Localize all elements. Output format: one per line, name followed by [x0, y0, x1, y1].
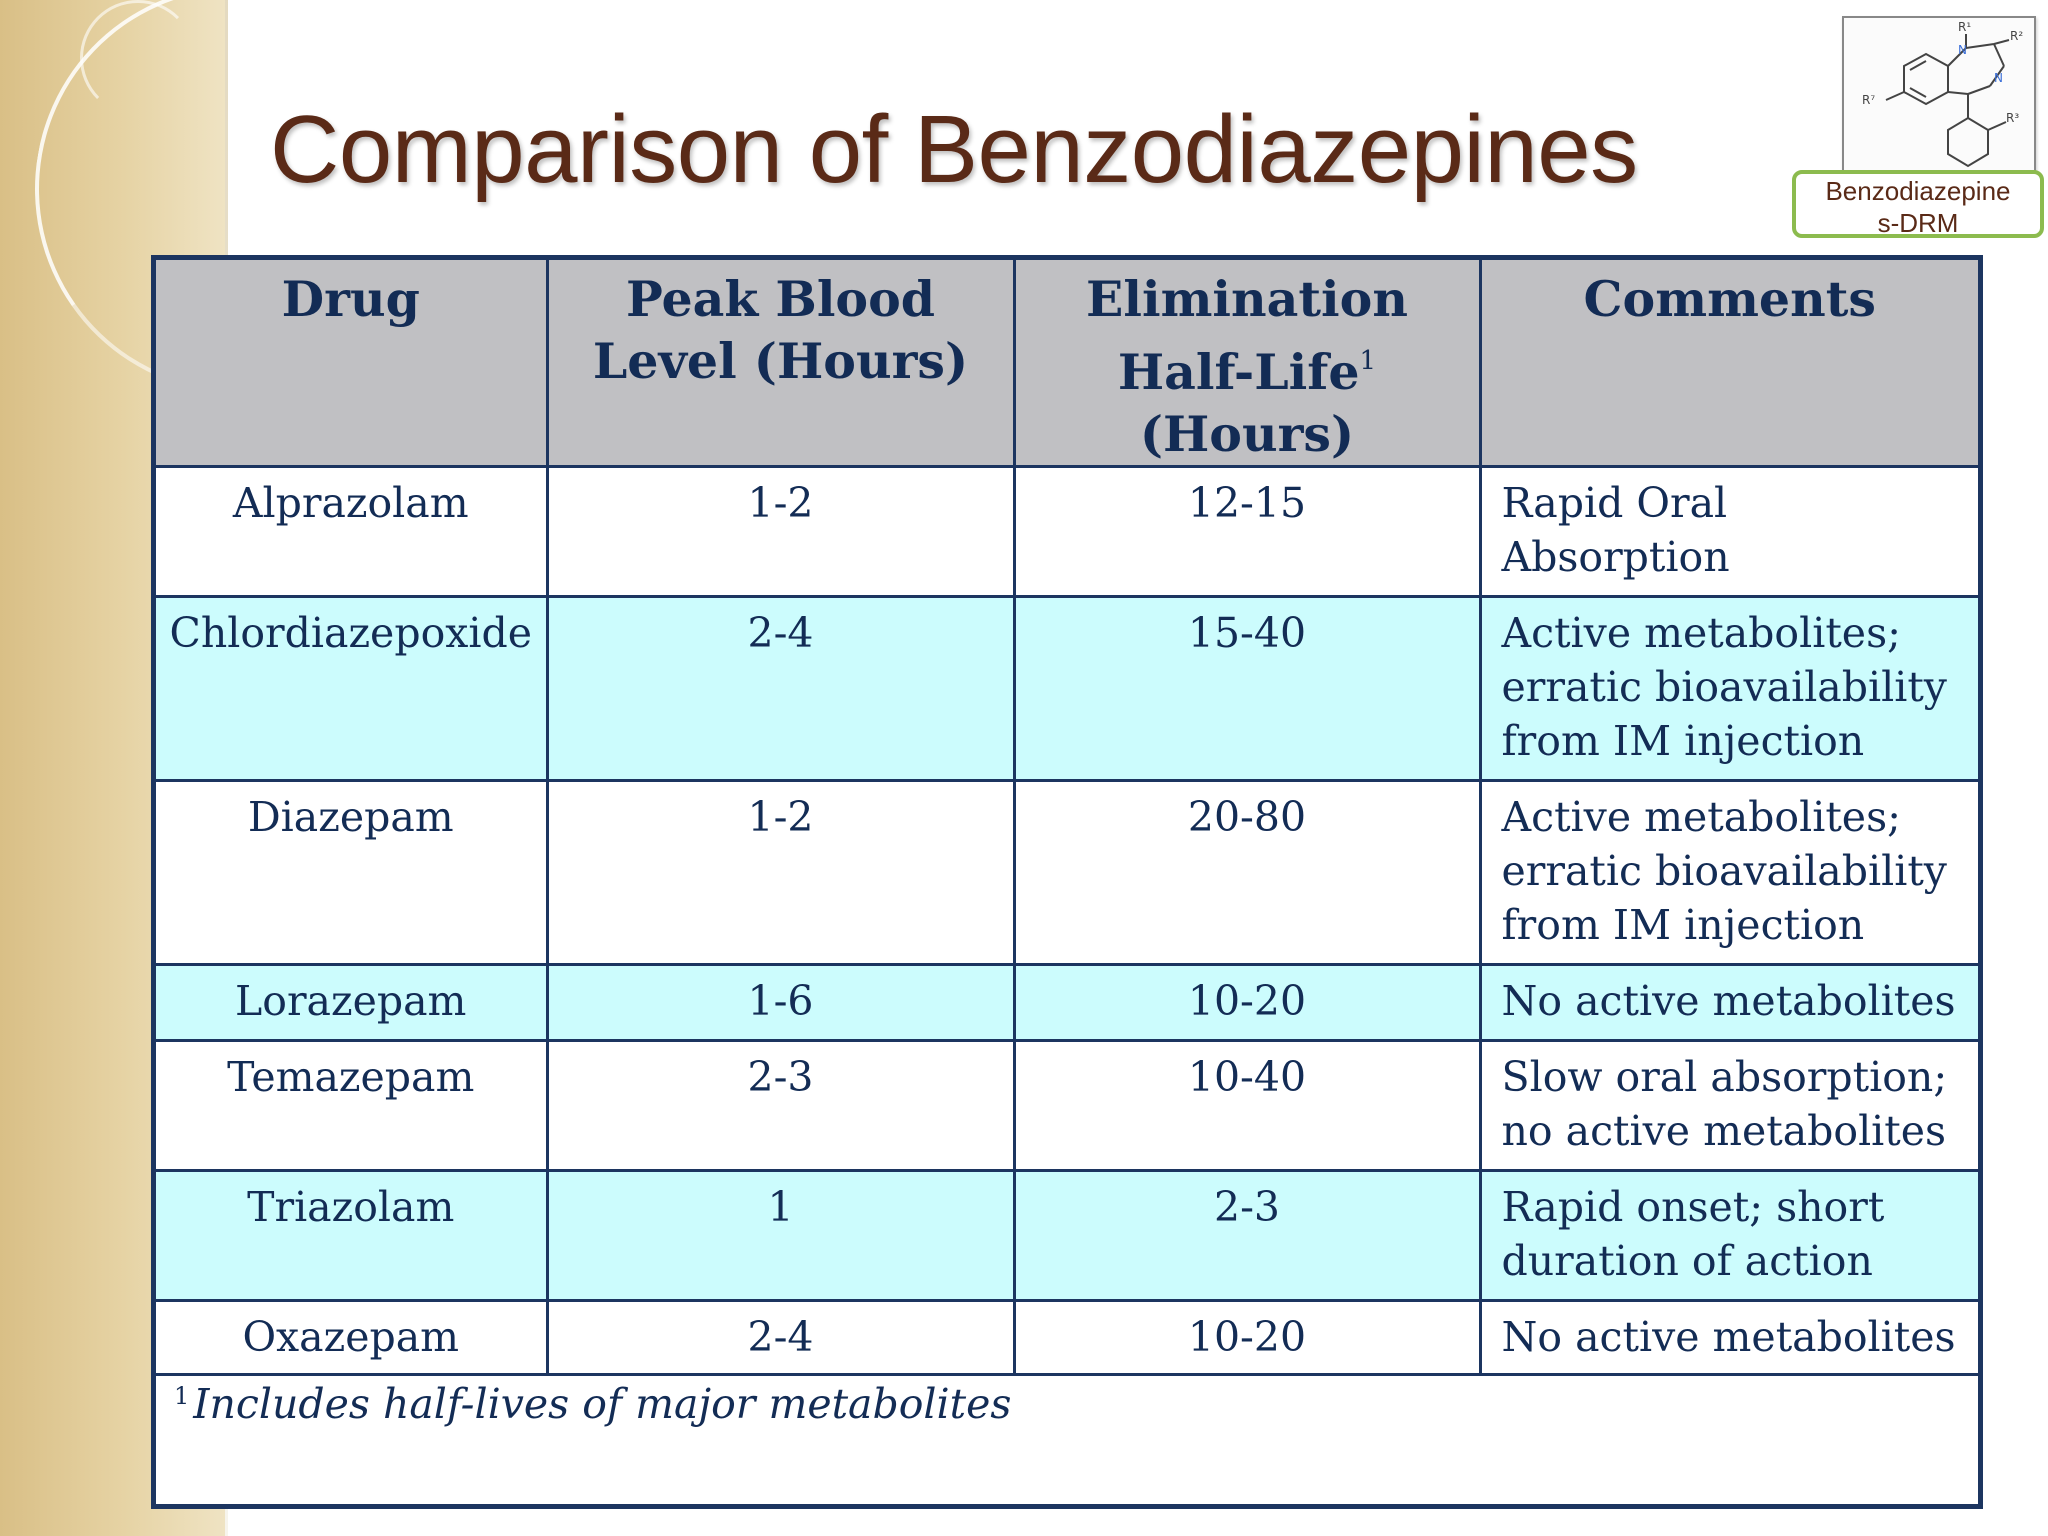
comment-line: No active metabolites	[1501, 1313, 1956, 1361]
cell-peak: 1-2	[545, 465, 1016, 598]
header-line: Comments	[1583, 270, 1876, 328]
cell-drug: Triazolam	[156, 1169, 549, 1302]
comment-line: Active metabolites;	[1501, 793, 1901, 841]
structure-caption-line: Benzodiazepine	[1825, 176, 2011, 206]
header-line: (Hours)	[1139, 405, 1355, 463]
cell-drug: Alprazolam	[156, 465, 549, 598]
cell-peak: 2-4	[545, 595, 1016, 782]
table-row: Temazepam 2-3 10-40 Slow oral absorption…	[156, 1039, 1978, 1172]
comment-line: Active metabolites;	[1501, 609, 1901, 657]
comment-line: from IM injection	[1501, 901, 1865, 949]
cell-drug: Diazepam	[156, 779, 549, 966]
comment-line: erratic bioavailability	[1501, 663, 1947, 711]
cell-half-life: 10-20	[1012, 963, 1482, 1042]
cell-half-life: 10-20	[1012, 1299, 1482, 1376]
cell-drug: Lorazepam	[156, 963, 549, 1042]
comment-line: Rapid Oral	[1501, 479, 1728, 527]
header-line: Half-Life1	[1016, 330, 1479, 403]
footnote-marker: 1	[174, 1382, 190, 1410]
cell-peak: 2-4	[545, 1299, 1016, 1376]
atom-r1: R¹	[1958, 20, 1971, 34]
cell-peak: 2-3	[545, 1039, 1016, 1172]
header-line: Elimination	[1086, 270, 1408, 328]
atom-r3: R³	[2006, 111, 2019, 125]
header-line: Drug	[281, 270, 420, 328]
table-header-row: Drug Peak Blood Level (Hours) Eliminatio…	[156, 260, 1978, 468]
table-row: Alprazolam 1-2 12-15 Rapid Oral Absorpti…	[156, 465, 1978, 598]
benzodiazepine-comparison-table: Drug Peak Blood Level (Hours) Eliminatio…	[151, 255, 1983, 1509]
cell-half-life: 12-15	[1012, 465, 1482, 598]
table-footnote: 1Includes half-lives of major metabolite…	[174, 1380, 1011, 1428]
cell-drug: Oxazepam	[156, 1299, 549, 1376]
cell-drug: Chlordiazepoxide	[156, 595, 549, 782]
header-line-text: Half-Life	[1117, 343, 1360, 401]
header-elimination-half-life: Elimination Half-Life1 (Hours)	[1012, 260, 1482, 468]
cell-half-life: 10-40	[1012, 1039, 1482, 1172]
cell-comments: Active metabolites; erratic bioavailabil…	[1478, 779, 1978, 966]
decorative-arc-small	[80, 0, 196, 116]
benzodiazepine-structure-image: R¹ R² N N R⁷ R³	[1842, 16, 2036, 188]
atom-n1: N	[1958, 43, 1967, 57]
molecule-diagram: R¹ R² N N R⁷ R³	[1862, 20, 2023, 168]
table-row: Triazolam 1 2-3 Rapid onset; short durat…	[156, 1169, 1978, 1302]
cell-peak: 1	[545, 1169, 1016, 1302]
comment-line: from IM injection	[1501, 717, 1865, 765]
comment-line: duration of action	[1501, 1237, 1873, 1285]
header-comments: Comments	[1478, 260, 1978, 468]
comment-line: No active metabolites	[1501, 977, 1956, 1025]
cell-peak: 1-2	[545, 779, 1016, 966]
cell-comments: Rapid Oral Absorption	[1478, 465, 1978, 598]
atom-n4: N	[1994, 71, 2003, 85]
cell-comments: No active metabolites	[1478, 1299, 1978, 1376]
atom-r7: R⁷	[1862, 93, 1875, 107]
comparison-table: Drug Peak Blood Level (Hours) Eliminatio…	[156, 260, 1978, 1376]
comment-line: Slow oral absorption;	[1501, 1053, 1948, 1101]
header-line: Level (Hours)	[592, 332, 969, 390]
comment-line: Absorption	[1501, 533, 1730, 581]
cell-comments: Rapid onset; short duration of action	[1478, 1169, 1978, 1302]
slide-title: Comparison of Benzodiazepines	[270, 96, 1638, 203]
cell-comments: Slow oral absorption; no active metaboli…	[1478, 1039, 1978, 1172]
footnote-text: Includes half-lives of major metabolites	[193, 1380, 1012, 1428]
structure-caption: Benzodiazepine s-DRM	[1792, 170, 2044, 238]
cell-half-life: 20-80	[1012, 779, 1482, 966]
comment-line: no active metabolites	[1501, 1107, 1947, 1155]
header-superscript: 1	[1359, 346, 1377, 376]
header-drug: Drug	[156, 260, 549, 468]
table-row: Oxazepam 2-4 10-20 No active metabolites	[156, 1299, 1978, 1376]
header-peak-blood-level: Peak Blood Level (Hours)	[545, 260, 1016, 468]
header-line: Peak Blood	[625, 270, 936, 328]
table-row: Lorazepam 1-6 10-20 No active metabolite…	[156, 963, 1978, 1042]
table-row: Chlordiazepoxide 2-4 15-40 Active metabo…	[156, 595, 1978, 782]
structure-caption-line: s-DRM	[1877, 208, 1959, 238]
table-row: Diazepam 1-2 20-80 Active metabolites; e…	[156, 779, 1978, 966]
atom-r2: R²	[2010, 29, 2023, 43]
cell-half-life: 2-3	[1012, 1169, 1482, 1302]
cell-half-life: 15-40	[1012, 595, 1482, 782]
cell-comments: No active metabolites	[1478, 963, 1978, 1042]
comment-line: Rapid onset; short	[1501, 1183, 1885, 1231]
comment-line: erratic bioavailability	[1501, 847, 1947, 895]
cell-drug: Temazepam	[156, 1039, 549, 1172]
cell-comments: Active metabolites; erratic bioavailabil…	[1478, 595, 1978, 782]
cell-peak: 1-6	[545, 963, 1016, 1042]
